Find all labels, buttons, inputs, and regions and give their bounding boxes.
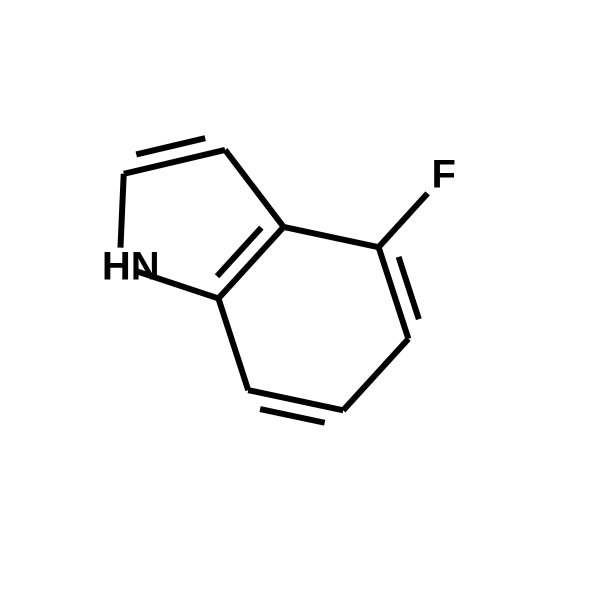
atom-label-F10: F — [432, 153, 456, 197]
bond — [120, 174, 123, 248]
bond — [284, 227, 379, 247]
bond — [218, 298, 248, 390]
bond — [225, 150, 284, 227]
bond — [379, 247, 409, 339]
bond — [136, 138, 205, 154]
molecule-canvas: HN F — [0, 0, 600, 600]
bond — [260, 409, 325, 423]
bond — [217, 228, 261, 277]
atom-label-N9: HN — [102, 245, 160, 289]
bond — [343, 339, 408, 410]
bond — [379, 193, 428, 247]
